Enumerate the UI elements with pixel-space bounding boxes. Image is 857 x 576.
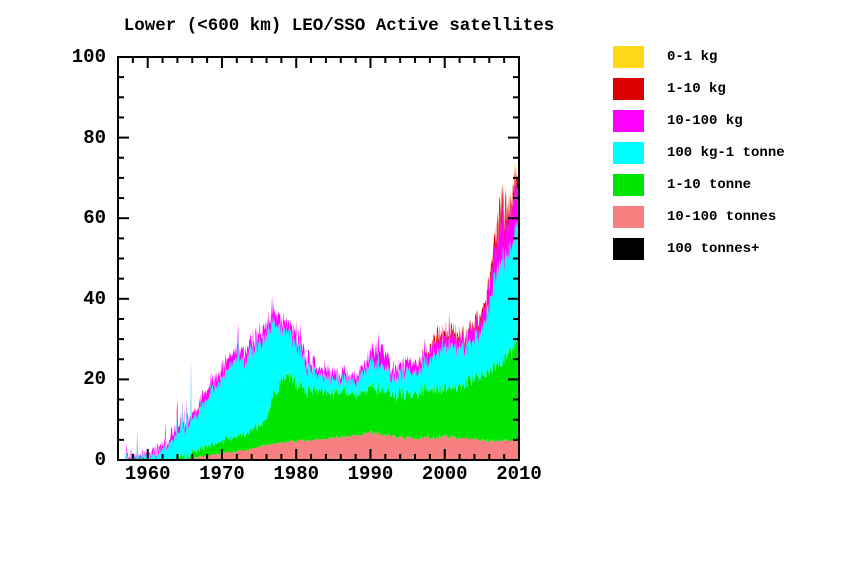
plot-border (117, 56, 520, 461)
legend-item-10-100-kg: 10-100 kg (613, 110, 785, 132)
x-tick-label-1990: 1990 (347, 463, 394, 485)
y-tick-label-0: 0 (94, 449, 106, 471)
x-tick-label-2000: 2000 (421, 463, 468, 485)
legend-swatch-0-1-kg (613, 46, 644, 68)
x-tick-label-1960: 1960 (124, 463, 171, 485)
series-area-1-10-tonne (125, 327, 520, 460)
legend-label-100-tonnes-: 100 tonnes+ (667, 241, 760, 257)
legend-swatch-1-10-tonne (613, 174, 644, 196)
x-tick-label-2010: 2010 (496, 463, 542, 485)
legend-label-100-kg-1-tonne: 100 kg-1 tonne (667, 145, 785, 161)
legend-swatch-100-tonnes- (613, 238, 644, 260)
legend-item-100-kg-1-tonne: 100 kg-1 tonne (613, 142, 785, 164)
legend-label-1-10-tonne: 1-10 tonne (667, 177, 752, 193)
legend-label-1-10-kg: 1-10 kg (667, 81, 726, 97)
legend-item-1-10-tonne: 1-10 tonne (613, 174, 785, 196)
x-tick-label-1970: 1970 (199, 463, 245, 485)
y-tick-label-80: 80 (83, 126, 106, 149)
y-tick-label-20: 20 (83, 368, 106, 391)
legend-label-0-1-kg: 0-1 kg (667, 49, 718, 65)
legend-item-1-10-kg: 1-10 kg (613, 78, 785, 100)
series-area-10-100-tonnes (125, 430, 520, 460)
y-tick-label-40: 40 (83, 287, 106, 310)
legend-item-10-100-tonnes: 10-100 tonnes (613, 206, 785, 228)
legend-label-10-100-kg: 10-100 kg (667, 113, 743, 129)
legend-swatch-10-100-kg (613, 110, 644, 132)
chart-legend: 0-1 kg 1-10 kg 10-100 kg 100 kg-1 tonne 1-10… (613, 46, 785, 260)
y-tick-label-100: 100 (71, 46, 106, 68)
legend-item-100-tonnes-: 100 tonnes+ (613, 238, 785, 260)
legend-swatch-1-10-kg (613, 78, 644, 100)
chart-title: Lower (<600 km) LEO/SSO Active satellite… (123, 16, 555, 36)
legend-swatch-100-kg-1-tonne (613, 142, 644, 164)
series-area-100-kg-1-tonne (125, 220, 520, 460)
x-tick-label-1980: 1980 (273, 463, 320, 485)
legend-item-0-1-kg: 0-1 kg (613, 46, 785, 68)
y-tick-label-60: 60 (83, 207, 106, 230)
legend-label-10-100-tonnes: 10-100 tonnes (667, 209, 777, 225)
legend-swatch-10-100-tonnes (613, 206, 644, 228)
